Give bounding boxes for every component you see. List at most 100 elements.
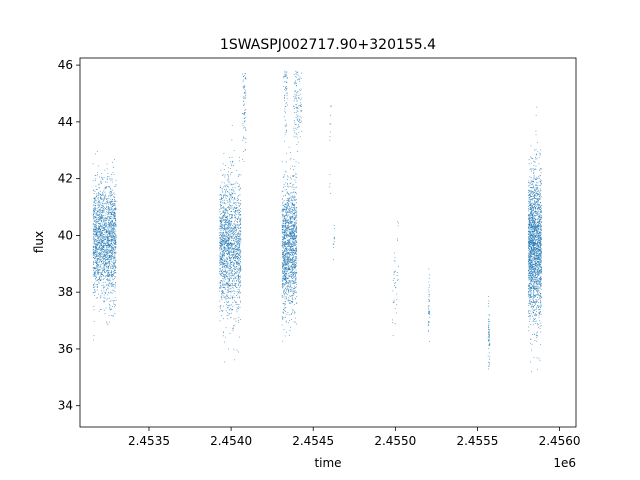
data-point	[220, 234, 222, 235]
data-point	[110, 201, 112, 203]
data-point	[281, 226, 283, 227]
data-point	[293, 244, 295, 246]
data-point	[114, 287, 116, 289]
data-point	[114, 252, 115, 254]
data-point	[113, 285, 115, 287]
data-point	[290, 152, 291, 153]
data-point	[221, 219, 222, 221]
data-point	[237, 186, 239, 188]
data-point	[102, 256, 104, 258]
data-point	[106, 226, 108, 228]
data-point	[281, 213, 283, 215]
data-point	[113, 235, 115, 237]
data-point	[295, 199, 297, 200]
data-point	[285, 278, 287, 280]
data-point	[294, 222, 296, 224]
data-point	[283, 290, 285, 292]
data-point	[95, 239, 97, 241]
data-point	[290, 243, 292, 245]
data-point	[238, 210, 240, 212]
data-point	[223, 262, 225, 264]
data-point	[224, 235, 225, 237]
data-point	[235, 201, 237, 203]
data-point	[299, 78, 300, 80]
data-point	[224, 259, 225, 261]
data-point	[290, 233, 292, 234]
data-point	[296, 207, 297, 208]
data-point	[291, 206, 292, 208]
data-point	[108, 223, 110, 225]
data-point	[293, 130, 295, 131]
data-point	[220, 281, 222, 283]
data-point	[98, 248, 100, 250]
data-point	[237, 252, 238, 254]
data-point	[300, 78, 302, 79]
data-point	[238, 279, 239, 281]
data-point	[231, 189, 233, 191]
data-point	[296, 151, 298, 152]
data-point	[283, 249, 285, 251]
data-point	[94, 233, 96, 235]
data-point	[230, 265, 231, 267]
data-point	[294, 211, 296, 213]
data-point	[222, 291, 224, 292]
data-point	[295, 244, 297, 246]
data-point	[96, 287, 98, 288]
data-point	[290, 249, 292, 251]
data-point	[294, 224, 296, 225]
data-point	[222, 283, 223, 285]
data-point	[114, 214, 116, 216]
data-point	[231, 193, 233, 195]
data-point	[103, 242, 105, 244]
data-point	[94, 291, 96, 293]
data-point	[297, 120, 299, 122]
data-point	[291, 263, 293, 265]
data-point	[104, 297, 106, 299]
data-point	[230, 198, 232, 200]
data-point	[289, 241, 291, 243]
data-point	[235, 234, 237, 236]
data-point	[292, 216, 293, 218]
data-point	[300, 88, 302, 90]
data-point	[285, 211, 287, 213]
data-point	[284, 269, 286, 271]
data-point	[238, 284, 239, 286]
data-point	[283, 204, 285, 206]
data-point	[223, 222, 225, 223]
data-point	[245, 130, 247, 131]
data-point	[101, 246, 103, 248]
data-point	[231, 216, 232, 218]
data-point	[237, 274, 239, 276]
data-point	[104, 300, 106, 302]
data-point	[101, 235, 103, 237]
data-point	[221, 260, 223, 262]
data-point	[220, 239, 222, 241]
data-point	[107, 241, 109, 243]
data-point	[112, 209, 114, 211]
data-point	[285, 219, 287, 220]
data-point	[94, 197, 95, 199]
data-point	[229, 234, 231, 236]
data-point	[222, 252, 224, 254]
data-point	[290, 281, 292, 283]
data-point	[224, 286, 226, 288]
data-point	[100, 232, 102, 234]
data-point	[239, 238, 241, 240]
data-point	[238, 236, 239, 237]
data-point	[237, 257, 239, 258]
data-point	[287, 266, 289, 268]
data-point	[106, 232, 108, 234]
data-point	[225, 265, 227, 267]
data-point	[236, 266, 238, 267]
data-point	[232, 213, 234, 215]
data-point	[283, 307, 285, 309]
data-point	[101, 250, 103, 252]
data-point	[239, 257, 241, 259]
data-point	[101, 176, 103, 178]
data-point	[287, 206, 288, 208]
data-point	[225, 239, 227, 241]
data-point	[99, 269, 101, 271]
data-point	[283, 245, 285, 247]
data-point	[223, 253, 225, 255]
data-point	[97, 215, 99, 216]
